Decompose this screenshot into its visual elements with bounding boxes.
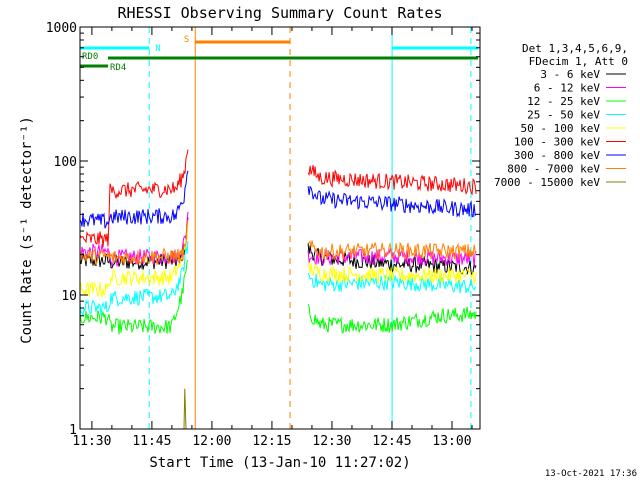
x-axis-label: Start Time (13-Jan-10 11:27:02): [149, 455, 410, 471]
legend-label-25-50-kev: 25 - 50 keV: [527, 109, 600, 122]
flag-bars: N S RD0 RD4: [80, 35, 479, 73]
y-axis-label: Count Rate (s⁻¹ detector⁻¹): [19, 116, 35, 344]
series-line-25-50-kev: [79, 241, 477, 317]
legend-header-line-1: Det 1,3,4,5,6,9,: [522, 42, 628, 55]
x-tick-label-6: 12:45: [372, 434, 411, 449]
series-line-100-300-kev: [79, 149, 477, 248]
legend-label-100-300-kev: 100 - 300 keV: [514, 136, 600, 149]
series-line-50-100-kev: [79, 221, 477, 299]
y-tick-label-2: 10: [61, 289, 77, 304]
legend-header-line-2: FDecim 1, Att 0: [529, 55, 628, 68]
legend-label-800-7000-kev: 800 - 7000 keV: [507, 163, 600, 176]
legend-label-6-12-kev: 6 - 12 keV: [534, 82, 601, 95]
legend: Det 1,3,4,5,6,9,FDecim 1, Att 03 - 6 keV…: [494, 42, 628, 189]
flag-label-n: N: [155, 44, 160, 54]
flag-label-s: S: [184, 35, 189, 45]
event-markers: [148, 27, 472, 429]
x-tick-label-7: 13:00: [432, 434, 471, 449]
x-tick-label-4: 12:15: [252, 434, 291, 449]
series-lines: [79, 149, 477, 430]
footer-date: 13-Oct-2021 17:36: [545, 469, 637, 479]
series-line-300-800-kev: [79, 170, 477, 229]
y-tick-label-4: 1000: [46, 21, 77, 36]
series-line-6-12-kev: [79, 211, 477, 267]
x-tick-label-5: 12:30: [312, 434, 351, 449]
x-tick-label-1: 11:30: [72, 434, 111, 449]
legend-label-3-6-kev: 3 - 6 keV: [540, 68, 600, 81]
legend-label-50-100-kev: 50 - 100 keV: [521, 122, 601, 135]
legend-label-7000-15000-kev: 7000 - 15000 keV: [494, 176, 600, 189]
axes: 11:30 11:45 12:00 12:15 12:30 12:45 13:00 1 10 10…: [46, 21, 480, 449]
y-tick-label-1: 1: [69, 423, 77, 438]
flag-label-rd4: RD4: [110, 63, 126, 73]
y-tick-label-3: 100: [54, 155, 77, 170]
legend-label-12-25-kev: 12 - 25 keV: [527, 95, 600, 108]
plot-area-frame: [79, 26, 481, 430]
legend-label-300-800-kev: 300 - 800 keV: [514, 149, 600, 162]
series-line-7000-15000-kev: [183, 388, 187, 430]
x-tick-label-2: 11:45: [132, 434, 171, 449]
series-line-800-7000-kev: [79, 219, 477, 267]
flag-label-rd0: RD0: [82, 52, 98, 62]
series-line-12-25-kev: [79, 259, 477, 335]
x-tick-label-3: 12:00: [192, 434, 231, 449]
chart-title: RHESSI Observing Summary Count Rates: [117, 4, 442, 22]
